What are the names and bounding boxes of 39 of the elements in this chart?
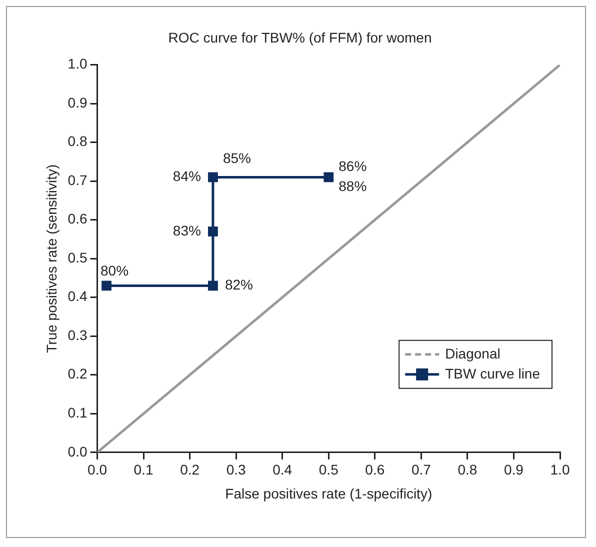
x-tick-label: 0.5 xyxy=(318,462,339,478)
x-tick-label: 0.8 xyxy=(458,462,478,478)
legend-label: Diagonal xyxy=(445,345,500,362)
legend-label: TBW curve line xyxy=(445,365,540,382)
x-tick-label: 0.9 xyxy=(504,462,524,478)
annotation: 88% xyxy=(338,178,367,194)
annotation: 83% xyxy=(172,222,201,238)
y-tick-label: 0.8 xyxy=(68,133,88,150)
y-tick-label: 1.0 xyxy=(68,56,88,72)
y-tick-label: 0.5 xyxy=(68,249,88,266)
x-tick-label: 0.1 xyxy=(134,462,154,478)
x-axis-title: False positives rate (1-specificity) xyxy=(225,485,432,502)
x-tick-label: 0.2 xyxy=(180,462,200,478)
x-tick-label: 0.3 xyxy=(226,462,246,478)
y-tick-label: 0.4 xyxy=(68,288,88,304)
y-tick-label: 0.6 xyxy=(68,210,88,227)
y-tick-label: 0.1 xyxy=(68,404,88,420)
y-tick-label: 0.7 xyxy=(68,172,88,188)
annotation: 86% xyxy=(338,158,367,174)
y-tick-label: 0.9 xyxy=(68,94,88,110)
x-tick-label: 0.4 xyxy=(272,462,292,478)
y-tick-label: 0.3 xyxy=(68,326,88,343)
point xyxy=(208,172,218,182)
y-tick-label: 0.2 xyxy=(68,366,88,382)
y-tick-label: 0.0 xyxy=(68,443,88,460)
annotation: 85% xyxy=(222,150,251,166)
annotation: 82% xyxy=(224,276,253,293)
x-tick-label: 0.0 xyxy=(88,462,108,478)
x-tick-label: 0.7 xyxy=(411,462,432,478)
annotation: 84% xyxy=(172,168,201,184)
annotation: 80% xyxy=(100,262,129,279)
point xyxy=(324,172,334,182)
y-axis-title: True positives rate (sensitivity) xyxy=(43,164,60,353)
point xyxy=(208,226,218,236)
point xyxy=(102,280,112,291)
point xyxy=(208,280,218,291)
chart-title: ROC curve for TBW% (of FFM) for women xyxy=(168,29,432,46)
x-tick-label: 0.6 xyxy=(365,462,385,478)
x-tick-label: 1.0 xyxy=(550,462,570,478)
